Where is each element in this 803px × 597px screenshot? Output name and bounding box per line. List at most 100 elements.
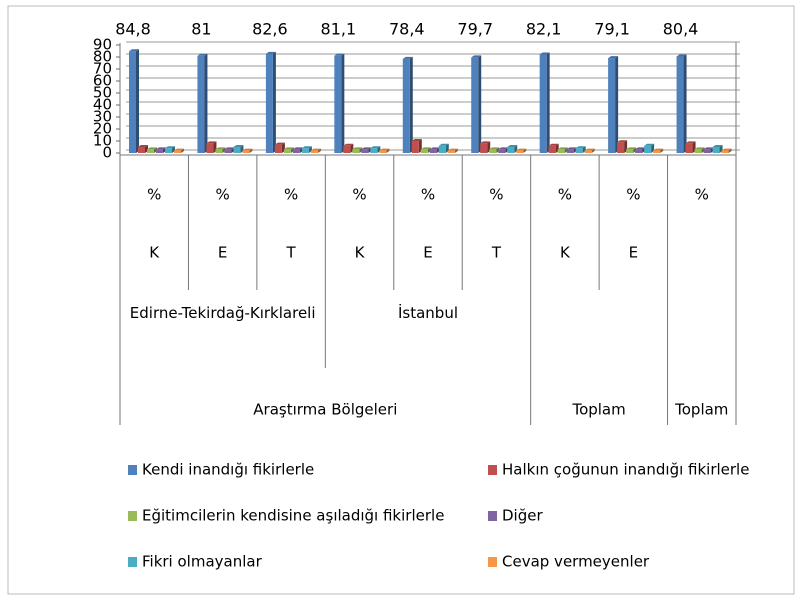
bar bbox=[676, 56, 684, 153]
bar-side bbox=[660, 148, 664, 153]
bar-top bbox=[721, 148, 732, 151]
bar-top bbox=[165, 146, 175, 149]
bar-top bbox=[489, 147, 500, 150]
bar-top bbox=[215, 147, 226, 150]
bar bbox=[334, 55, 342, 153]
y-tick-label: 40 bbox=[93, 96, 112, 114]
y-tick-label: 70 bbox=[93, 60, 112, 78]
y-tick-label: 60 bbox=[93, 72, 112, 90]
category-label: % bbox=[352, 186, 366, 204]
bar-side bbox=[386, 148, 390, 153]
bar bbox=[429, 149, 437, 153]
y-tick-label: 30 bbox=[93, 108, 112, 126]
bar-side bbox=[181, 148, 184, 153]
bar-top bbox=[265, 51, 276, 54]
bar-top bbox=[507, 145, 518, 147]
bar-top bbox=[608, 56, 619, 59]
bar-top bbox=[224, 147, 235, 150]
bar bbox=[447, 150, 455, 153]
subcategory-label: K bbox=[355, 244, 366, 262]
bar-top bbox=[242, 148, 253, 151]
bar bbox=[644, 145, 652, 153]
bar-top bbox=[361, 147, 372, 150]
y-tick-label: 20 bbox=[93, 120, 112, 138]
bar-top bbox=[129, 49, 139, 52]
bar-top bbox=[292, 147, 303, 150]
bar-top bbox=[233, 145, 244, 147]
bar-side bbox=[564, 147, 568, 153]
bar bbox=[712, 147, 720, 153]
bar bbox=[420, 149, 428, 153]
bar bbox=[274, 144, 282, 153]
subcategory-label: T bbox=[491, 244, 502, 262]
bar-side bbox=[728, 148, 732, 153]
bar bbox=[138, 147, 145, 153]
bar-top bbox=[420, 147, 431, 150]
legend-swatch bbox=[488, 557, 497, 567]
legend-label: Kendi inandığı fikirlerle bbox=[142, 461, 314, 479]
bar bbox=[283, 149, 291, 153]
data-label: 79,7 bbox=[457, 20, 493, 39]
bar bbox=[617, 142, 625, 153]
bar bbox=[575, 148, 583, 153]
bar bbox=[343, 145, 351, 153]
bar bbox=[626, 149, 634, 153]
legend-label: Diğer bbox=[502, 507, 543, 525]
bar bbox=[653, 150, 661, 153]
bar bbox=[411, 141, 419, 153]
legend-swatch bbox=[128, 557, 137, 567]
bar-top bbox=[429, 147, 440, 150]
bar-top bbox=[402, 56, 413, 59]
bar-top bbox=[138, 145, 148, 147]
bar-top bbox=[516, 148, 527, 151]
legend-swatch bbox=[128, 465, 137, 475]
bar bbox=[292, 149, 300, 153]
category-label: % bbox=[216, 186, 230, 204]
category-label: % bbox=[695, 186, 709, 204]
y-tick-label: 10 bbox=[93, 132, 112, 150]
bar bbox=[379, 150, 387, 153]
bar-side bbox=[615, 56, 619, 153]
bar-top bbox=[301, 146, 312, 149]
bar-side bbox=[317, 148, 321, 153]
bar bbox=[498, 149, 506, 153]
legend-label: Cevap vermeyenler bbox=[502, 553, 650, 571]
y-tick-label: 80 bbox=[93, 48, 112, 66]
bar bbox=[402, 58, 410, 153]
bar bbox=[197, 55, 205, 153]
data-label: 78,4 bbox=[389, 20, 425, 39]
bar bbox=[206, 143, 214, 153]
bar bbox=[310, 150, 318, 153]
bar-top bbox=[310, 148, 321, 151]
data-label: 79,1 bbox=[594, 20, 630, 39]
bar-top bbox=[635, 147, 646, 150]
subcategory-label: E bbox=[629, 244, 638, 262]
bar bbox=[438, 145, 446, 153]
bar-side bbox=[496, 147, 500, 153]
bar-top bbox=[438, 143, 449, 146]
bar-side bbox=[290, 147, 294, 153]
bar-top bbox=[584, 148, 595, 151]
super-group-label: Toplam bbox=[674, 401, 728, 419]
super-group-label: Araştırma Bölgeleri bbox=[253, 401, 397, 419]
bar bbox=[703, 149, 711, 153]
bar bbox=[174, 150, 181, 153]
bar-side bbox=[478, 55, 482, 153]
bar-side bbox=[409, 56, 413, 153]
bar bbox=[165, 148, 172, 153]
chart-border bbox=[7, 5, 795, 595]
bar bbox=[242, 150, 250, 153]
legend-swatch bbox=[488, 511, 497, 521]
bar-top bbox=[703, 147, 714, 150]
bar-side bbox=[222, 147, 226, 153]
y-tick-label: 90 bbox=[93, 36, 112, 54]
bar bbox=[516, 150, 524, 153]
data-label: 81 bbox=[191, 20, 211, 39]
bar-side bbox=[249, 148, 253, 153]
bar-top bbox=[575, 146, 586, 149]
bar-side bbox=[523, 148, 527, 153]
bar bbox=[361, 149, 369, 153]
bar bbox=[566, 149, 574, 153]
bar-side bbox=[154, 147, 157, 153]
bar-top bbox=[343, 143, 354, 146]
